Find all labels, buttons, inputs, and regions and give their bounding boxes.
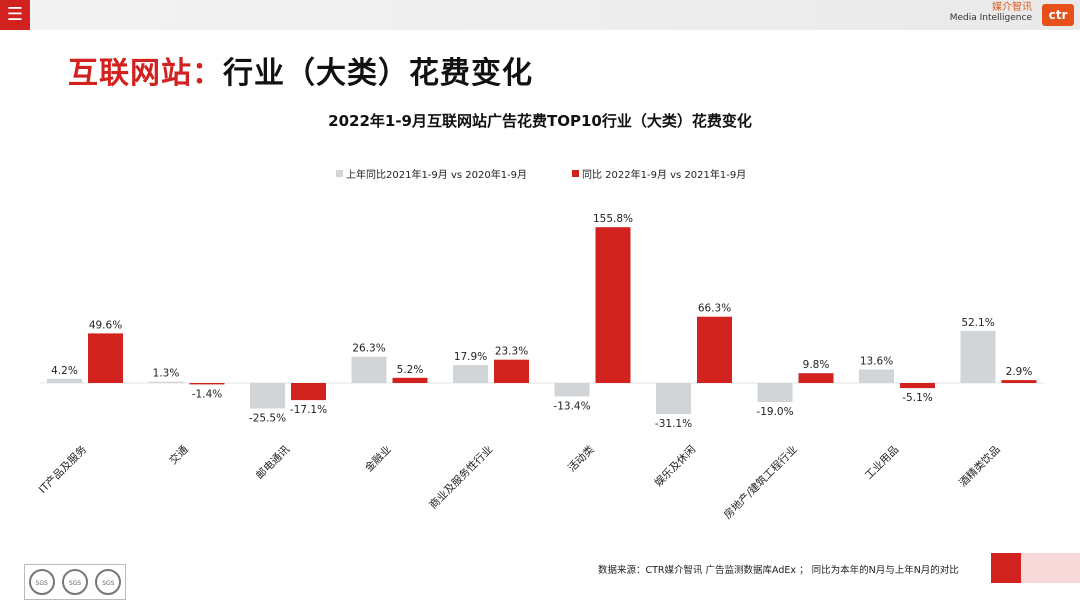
data-label-s2-10: 2.9% (1006, 366, 1033, 378)
bar-s2-1 (88, 333, 123, 383)
page-title-part1: 互联网站 (68, 56, 192, 91)
page-title-part2: 行业（大类）花费变化 (223, 56, 533, 91)
data-label-s1-9: 13.6% (860, 355, 893, 367)
sgs-seal-3: SGS (95, 569, 122, 595)
bar-s1-3 (250, 383, 285, 409)
bar-s2-2 (189, 383, 225, 385)
data-label-s2-5: 23.3% (495, 346, 528, 358)
data-label-s2-3: -17.1% (290, 404, 327, 416)
brand-cn: 媒介智讯 (992, 2, 1032, 13)
sgs-seal-2: SGS (61, 569, 88, 595)
category-label-7: 娱乐及休闲 (652, 443, 698, 489)
data-source-note: 数据来源：CTR媒介智讯 广告监测数据库AdEx ； 同比为本年的N月与上年N月… (598, 565, 959, 576)
bar-s2-5 (494, 359, 529, 383)
data-label-s2-7: 66.3% (698, 303, 731, 315)
bar-s2-10 (1001, 380, 1037, 383)
bar-chart: 上年同比2021年1-9月 vs 2020年1-9月 同比 2022年1-9月 v… (36, 168, 1045, 522)
bar-s2-4 (392, 377, 428, 383)
category-label-3: 邮电通讯 (253, 443, 292, 482)
top-bar: ☰ 媒介智讯 Media Intelligence ctr (0, 0, 1080, 30)
legend-swatch-2 (572, 170, 579, 177)
bar-s1-8 (757, 383, 793, 402)
data-label-s1-4: 26.3% (352, 343, 385, 355)
bar-s1-10 (960, 330, 996, 383)
category-label-10: 酒精类饮品 (956, 443, 1002, 489)
data-label-s1-3: -25.5% (249, 413, 286, 425)
data-label-s2-9: -5.1% (902, 392, 932, 404)
data-label-s2-1: 49.6% (89, 319, 122, 331)
data-label-s2-4: 5.2% (397, 364, 424, 376)
bar-s2-7 (697, 316, 732, 383)
bar-s2-6 (595, 227, 631, 383)
data-label-s2-6: 155.8% (593, 213, 633, 225)
footer-red-block (991, 553, 1021, 583)
bar-s2-8 (798, 373, 834, 383)
data-label-s2-8: 9.8% (803, 359, 830, 371)
legend-label-2: 同比 2022年1-9月 vs 2021年1-9月 (582, 168, 746, 181)
category-label-1: IT产品及服务 (36, 443, 89, 496)
bar-s1-5 (453, 365, 488, 383)
page-title-colon: ： (192, 56, 223, 91)
bar-s1-1 (47, 378, 82, 383)
bar-s1-9 (859, 369, 894, 383)
category-label-2: 交通 (167, 443, 191, 467)
data-label-s1-8: -19.0% (756, 406, 793, 418)
data-label-s1-7: -31.1% (655, 418, 692, 430)
category-label-4: 金融业 (362, 443, 393, 474)
chart-title: 2022年1-9月互联网站广告花费TOP10行业（大类）花费变化 (328, 112, 752, 130)
bar-s1-4 (351, 356, 387, 383)
page-title: 互联网站：行业（大类）花费变化 (68, 48, 533, 92)
certification-seals: SGS SGS SGS (24, 564, 126, 600)
category-label-5: 商业及服务性行业 (427, 443, 496, 512)
legend-label-1: 上年同比2021年1-9月 vs 2020年1-9月 (346, 168, 527, 181)
data-label-s1-2: 1.3% (153, 368, 180, 380)
menu-icon[interactable]: ☰ (0, 0, 30, 30)
data-label-s1-1: 4.2% (51, 365, 78, 377)
ctr-logo: ctr (1042, 4, 1074, 26)
bar-s2-9 (900, 383, 935, 389)
bar-s1-6 (554, 383, 590, 397)
footer-pink-block (1021, 553, 1080, 583)
category-label-6: 活动类 (565, 443, 597, 475)
brand-text: 媒介智讯 Media Intelligence (949, 2, 1032, 23)
data-label-s1-10: 52.1% (961, 317, 994, 329)
brand-en: Media Intelligence (949, 12, 1032, 23)
data-label-s2-2: -1.4% (192, 388, 222, 400)
legend-swatch-1 (336, 170, 343, 177)
data-label-s1-5: 17.9% (454, 351, 487, 363)
bar-s2-3 (291, 383, 326, 401)
data-label-s1-6: -13.4% (553, 400, 590, 412)
bar-s1-7 (656, 383, 691, 415)
category-label-8: 房地产/建筑工程行业 (721, 443, 800, 522)
sgs-seal-1: SGS (28, 569, 55, 595)
bar-s1-2 (148, 381, 184, 383)
category-label-9: 工业用品 (863, 444, 901, 482)
